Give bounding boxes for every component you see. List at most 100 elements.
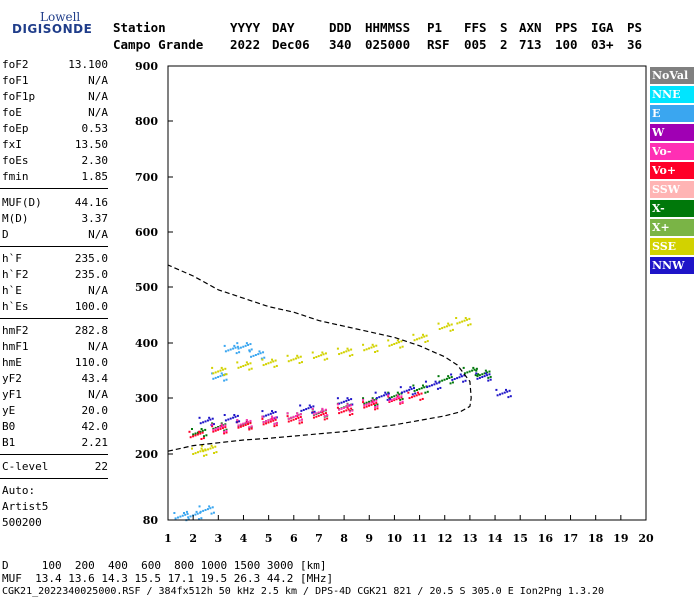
- data-point: [194, 432, 197, 435]
- data-point: [312, 356, 315, 359]
- data-point: [254, 354, 257, 356]
- data-point: [441, 327, 444, 330]
- data-point: [269, 418, 272, 421]
- data-point: [214, 428, 217, 431]
- x-tick-label: 3: [214, 532, 222, 545]
- data-point: [385, 393, 388, 396]
- data-point: [458, 376, 461, 379]
- data-point: [346, 403, 349, 406]
- data-point: [204, 509, 207, 511]
- data-point: [236, 419, 239, 422]
- data-point: [453, 378, 456, 380]
- data-point: [245, 342, 248, 345]
- data-point: [312, 416, 315, 419]
- data-point: [450, 323, 453, 326]
- param-fmin: fmin 1.85: [2, 170, 108, 183]
- param-mufd: MUF(D) 44.16: [2, 196, 108, 209]
- data-point: [400, 396, 403, 399]
- data-point: [398, 397, 401, 400]
- data-point: [371, 397, 374, 400]
- data-point: [368, 402, 371, 405]
- data-point: [273, 365, 276, 368]
- data-point: [236, 361, 239, 364]
- data-point: [421, 333, 424, 336]
- data-point: [248, 426, 251, 429]
- data-point: [467, 324, 470, 327]
- data-point: [199, 510, 202, 513]
- data-point: [489, 375, 492, 378]
- data-point: [237, 424, 240, 427]
- data-point: [351, 413, 354, 416]
- data-point: [262, 364, 265, 367]
- data-point: [388, 344, 391, 347]
- data-point: [347, 405, 350, 408]
- data-point: [294, 417, 297, 420]
- data-point: [396, 394, 399, 397]
- data-point: [471, 369, 474, 372]
- data-point: [187, 516, 190, 519]
- data-point: [375, 398, 378, 401]
- data-point: [297, 416, 300, 419]
- data-point: [488, 370, 491, 373]
- param-b0: B0 42.0: [2, 420, 108, 433]
- data-point: [242, 422, 245, 425]
- data-point: [199, 430, 202, 433]
- x-tick-label: 1: [164, 532, 172, 545]
- data-point: [259, 352, 262, 355]
- data-point: [173, 512, 176, 514]
- data-point: [456, 377, 459, 380]
- x-tick-label: 4: [240, 532, 248, 545]
- data-point: [202, 454, 205, 457]
- data-point: [413, 389, 416, 392]
- data-point: [224, 367, 227, 370]
- data-point: [399, 401, 402, 404]
- h2-ffs: 005: [464, 37, 487, 52]
- data-point: [396, 395, 399, 398]
- data-point: [199, 422, 202, 425]
- y-tick-label: 200: [135, 448, 158, 461]
- data-point: [368, 404, 371, 407]
- data-point: [248, 368, 251, 371]
- data-point: [448, 324, 451, 327]
- param-foes: foEs 2.30: [2, 154, 108, 167]
- data-point: [399, 398, 402, 401]
- data-point: [390, 400, 393, 403]
- data-point: [199, 450, 202, 453]
- data-point: [348, 410, 351, 413]
- data-point: [412, 384, 415, 387]
- data-point: [202, 421, 205, 424]
- data-point: [225, 373, 228, 376]
- data-point: [390, 343, 393, 346]
- data-point: [322, 409, 325, 412]
- y-tick-label: 500: [135, 281, 158, 294]
- data-point: [307, 407, 310, 410]
- data-point: [196, 431, 199, 434]
- data-point: [219, 427, 222, 430]
- data-point: [189, 515, 192, 518]
- data-point: [400, 340, 403, 343]
- data-point: [225, 431, 228, 434]
- data-point: [345, 399, 348, 402]
- data-point: [408, 388, 411, 391]
- data-point: [214, 429, 217, 432]
- data-point: [506, 390, 509, 393]
- data-point: [239, 425, 242, 428]
- data-point: [208, 505, 211, 508]
- param-ye: yE 20.0: [2, 404, 108, 417]
- h2-s: 2: [500, 37, 508, 52]
- data-point: [210, 444, 213, 447]
- data-point: [338, 402, 341, 405]
- data-point: [393, 399, 396, 402]
- data-point: [286, 354, 289, 357]
- data-point: [247, 363, 250, 366]
- data-point: [194, 434, 197, 437]
- data-point: [262, 421, 265, 424]
- data-point: [463, 374, 466, 377]
- parameter-panel: foF2 13.100 foF1 N/A foF1p N/A foE N/A foEp 0…: [0, 58, 110, 538]
- data-point: [247, 343, 250, 346]
- data-point: [346, 397, 349, 400]
- data-point: [390, 398, 393, 401]
- data-point: [401, 397, 404, 400]
- param-clevel: C-level 22: [2, 460, 108, 473]
- data-point: [350, 404, 353, 407]
